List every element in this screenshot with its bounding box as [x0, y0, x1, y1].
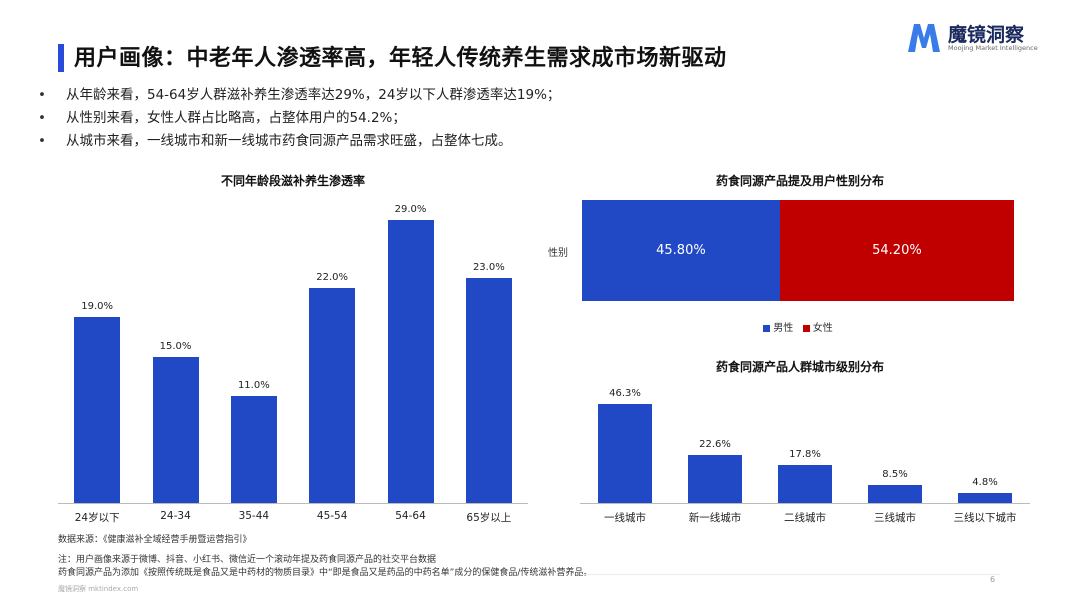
bar-5	[465, 278, 512, 503]
bar-segment-male: 45.80%	[582, 200, 780, 301]
age-penetration-chart: 19.0% 24岁以下 15.0% 24-34 11.0% 35-44 22.0% 45-54…	[58, 190, 528, 530]
bar-1	[152, 356, 199, 503]
legend-swatch-male	[763, 324, 771, 332]
category-label-4: 54-64	[395, 510, 426, 522]
bullet-city: 从城市来看，一线城市和新一线城市药食同源产品需求旺盛，占整体七成。	[38, 130, 1038, 153]
bar-4	[958, 492, 1012, 503]
logo-m-icon	[908, 24, 940, 52]
value-label-3: 8.5%	[882, 468, 908, 480]
x-axis-line	[58, 503, 528, 504]
category-label-1: 24-34	[160, 510, 191, 522]
data-source-note: 数据来源：《健康滋补全域经营手册暨运营指引》	[58, 535, 252, 545]
logo-name: 魔镜洞察	[948, 24, 1025, 46]
brand-logo: 魔镜洞察 Moojing Market Intelligence	[906, 18, 1066, 58]
value-label-2: 17.8%	[789, 448, 821, 460]
category-label-2: 35-44	[238, 510, 270, 522]
page-number: 6	[990, 575, 996, 584]
bar-1	[688, 454, 742, 503]
footer-source: 魔镜洞察 mktindex.com	[58, 585, 139, 593]
bar-2	[778, 464, 832, 503]
legend-label-male: 男性	[773, 323, 794, 334]
value-label-5: 23.0%	[472, 262, 505, 274]
footnote-2: 药食同源产品为添加《按照传统既是食品又是中药材的物质目录》中“即是食品又是药品的…	[58, 568, 593, 578]
value-label-4: 29.0%	[394, 203, 427, 215]
category-label-5: 65岁以上	[466, 512, 512, 524]
logo-subtitle: Moojing Market Intelligence	[948, 44, 1038, 52]
legend-label-female: 女性	[812, 323, 833, 334]
category-label-1: 新一线城市	[688, 512, 742, 524]
x-axis-line	[580, 503, 1030, 504]
value-label-0: 46.3%	[609, 387, 641, 399]
category-label-0: 24岁以下	[74, 512, 120, 524]
title-accent-bar	[58, 44, 64, 72]
gender-axis-label: 性别	[548, 248, 568, 259]
legend-swatch-female	[802, 324, 810, 332]
bullet-age: 从年龄来看，54-64岁人群滋补养生渗透率达29%，24岁以下人群渗透率达19%…	[38, 84, 1038, 107]
gender-stacked-bar: 45.80% 54.20%	[582, 200, 1014, 301]
bar-2	[230, 395, 277, 503]
bar-0	[598, 403, 652, 503]
value-label-2: 11.0%	[237, 379, 270, 391]
footnote-1: 注：用户画像来源于微博、抖音、小红书、微信近一个滚动年提及药食同源产品的社交平台…	[58, 555, 437, 565]
summary-bullets: 从年龄来看，54-64岁人群滋补养生渗透率达29%，24岁以下人群渗透率达19%…	[38, 84, 1038, 153]
bullet-gender: 从性别来看，女性人群占比略高，占整体用户的54.2%；	[38, 107, 1038, 130]
category-label-2: 二线城市	[784, 512, 826, 524]
value-label-male: 45.80%	[656, 243, 706, 258]
city-chart-title: 药食同源产品人群城市级别分布	[715, 360, 884, 374]
footer-divider	[580, 574, 1000, 575]
value-label-0: 19.0%	[81, 301, 114, 313]
value-label-1: 22.6%	[699, 438, 731, 450]
category-label-3: 45-54	[316, 510, 348, 522]
bar-4	[387, 219, 434, 503]
bar-segment-female: 54.20%	[779, 200, 1014, 301]
bar-3	[868, 484, 922, 503]
city-tier-chart: 46.3% 一线城市 22.6% 新一线城市 17.8% 二线城市 8.5% 三线城市 4.8%…	[580, 376, 1030, 530]
category-label-0: 一线城市	[604, 512, 646, 524]
value-label-female: 54.20%	[872, 243, 922, 258]
value-label-3: 22.0%	[316, 272, 349, 284]
value-label-4: 4.8%	[972, 476, 998, 488]
category-label-4: 三线以下城市	[953, 512, 1017, 524]
bar-3	[309, 288, 356, 503]
page-title: 用户画像：中老年人渗透率高，年轻人传统养生需求成市场新驱动	[74, 46, 727, 71]
category-label-3: 三线城市	[874, 512, 916, 524]
gender-chart-title: 药食同源产品提及用户性别分布	[715, 174, 884, 188]
value-label-1: 15.0%	[159, 340, 192, 352]
age-chart-title: 不同年龄段滋补养生渗透率	[220, 174, 365, 188]
gender-legend: 男性 女性	[582, 319, 1014, 334]
bar-0	[74, 317, 121, 503]
